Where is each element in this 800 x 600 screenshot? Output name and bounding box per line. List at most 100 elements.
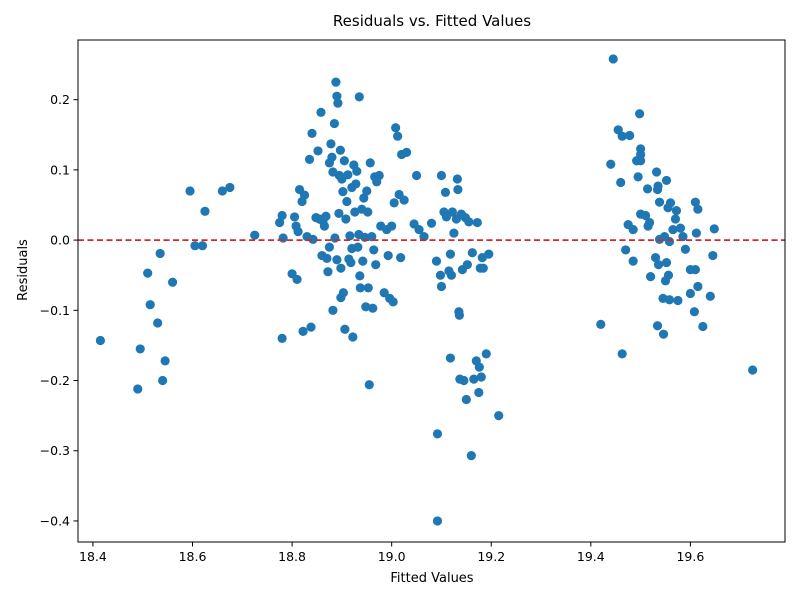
data-point	[435, 270, 446, 280]
data-point	[334, 208, 344, 219]
data-point	[355, 283, 365, 293]
data-point	[361, 302, 371, 312]
data-point	[617, 349, 627, 359]
data-point	[625, 130, 635, 141]
data-point	[454, 310, 464, 320]
x-tick-label: 18.4	[79, 549, 107, 564]
data-point	[675, 223, 686, 233]
data-point	[658, 329, 669, 339]
data-point	[693, 281, 703, 292]
data-point	[661, 257, 672, 268]
x-tick-label: 19.2	[477, 549, 505, 564]
x-tick-label: 18.6	[179, 549, 207, 564]
data-point	[332, 255, 342, 265]
data-point	[374, 170, 384, 181]
data-point	[341, 214, 351, 224]
data-point	[345, 231, 355, 241]
data-point	[299, 190, 310, 200]
data-point	[304, 154, 315, 164]
data-point	[633, 172, 643, 182]
data-point	[621, 245, 631, 255]
data-point	[673, 295, 683, 306]
x-axis-label: Fitted Values	[390, 571, 473, 586]
data-point	[135, 344, 145, 354]
data-point	[339, 156, 349, 166]
data-point	[348, 332, 358, 342]
data-point	[709, 224, 719, 234]
data-point	[690, 264, 700, 275]
data-point	[664, 295, 675, 305]
data-point	[628, 224, 638, 235]
data-point	[307, 128, 317, 138]
data-point	[329, 118, 340, 129]
data-point	[155, 248, 165, 259]
data-point	[368, 303, 378, 313]
data-point	[432, 516, 443, 526]
data-point	[133, 384, 143, 394]
data-point	[698, 321, 708, 332]
data-point	[330, 233, 340, 243]
data-point	[653, 181, 663, 191]
data-point	[355, 271, 365, 281]
data-point	[670, 214, 681, 224]
data-point	[464, 217, 474, 227]
data-point	[328, 305, 338, 315]
data-point	[168, 277, 178, 287]
data-point	[383, 250, 393, 261]
data-point	[608, 54, 618, 64]
data-point	[474, 362, 484, 372]
plot-frame	[77, 39, 786, 543]
data-point	[277, 333, 287, 343]
data-point	[481, 349, 491, 359]
data-point	[292, 274, 302, 285]
data-point	[665, 198, 676, 208]
data-point	[472, 217, 482, 228]
data-point	[389, 198, 399, 208]
data-point	[388, 297, 398, 307]
data-point	[685, 288, 696, 299]
data-point	[650, 253, 661, 263]
data-point	[431, 256, 442, 266]
x-axis-ticks: 18.4 18.6 18.8 19.0 19.2 19.4 19.6	[79, 542, 704, 564]
data-point	[322, 253, 332, 263]
y-tick-label: 0.1	[50, 162, 70, 177]
data-point	[678, 231, 688, 242]
data-point	[459, 375, 469, 386]
data-point	[445, 353, 456, 363]
data-point	[705, 291, 715, 301]
data-point	[354, 92, 364, 102]
data-point	[326, 139, 336, 149]
data-point	[690, 197, 700, 207]
data-point	[661, 175, 672, 186]
data-point	[225, 182, 235, 193]
data-point	[449, 228, 459, 238]
y-tick-label: −0.1	[40, 303, 70, 318]
data-point	[606, 159, 616, 169]
data-point	[358, 256, 368, 266]
data-point	[419, 231, 429, 242]
data-point	[369, 245, 379, 255]
data-point	[636, 149, 646, 160]
data-point	[651, 167, 662, 177]
data-point	[393, 131, 403, 141]
data-point	[289, 212, 300, 222]
data-point	[306, 322, 316, 332]
data-point	[217, 186, 227, 196]
data-points	[95, 54, 758, 526]
data-point	[680, 244, 691, 254]
data-point	[474, 387, 484, 398]
data-point	[445, 249, 456, 259]
y-tick-label: −0.4	[40, 513, 70, 528]
data-point	[691, 228, 701, 238]
data-point	[645, 272, 656, 282]
y-axis-label: Residuals	[16, 239, 31, 301]
data-point	[346, 257, 356, 268]
y-tick-label: 0.2	[50, 92, 70, 107]
data-point	[396, 253, 406, 263]
data-point	[338, 288, 348, 298]
data-point	[748, 365, 758, 375]
data-point	[277, 210, 287, 221]
data-point	[653, 260, 664, 270]
data-point	[402, 147, 412, 157]
